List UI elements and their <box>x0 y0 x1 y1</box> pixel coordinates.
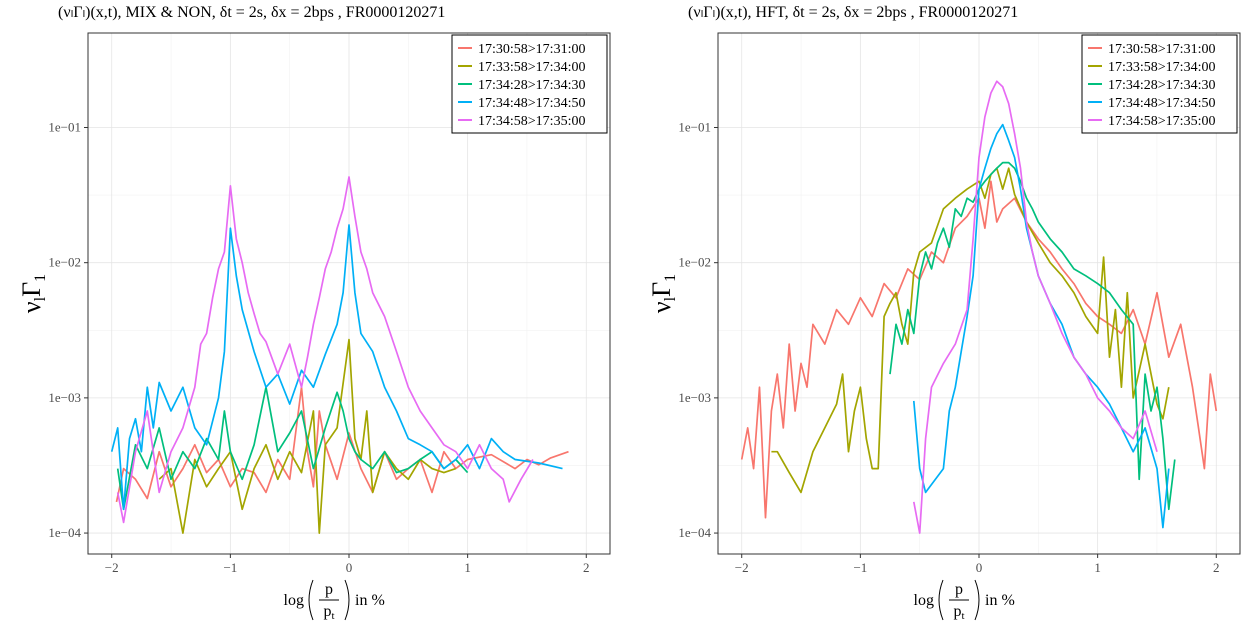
chart-svg: −2 −1 0 1 2 1e−04 1e−03 1e−02 1e−01 νlΓ1 log p pt in … <box>647 32 1241 622</box>
x-axis-label: log p pt in % <box>914 579 1015 622</box>
legend-label: 17:34:58>17:35:00 <box>1108 114 1215 129</box>
chart-title: (νₗΓₗ)(x,t), HFT, δt = 2s, δx = 2bps , F… <box>688 4 1019 21</box>
x-axis-label-log: log <box>914 592 934 609</box>
x-tick-label: −2 <box>105 560 119 575</box>
x-tick-label: 2 <box>583 560 590 575</box>
x-axis-label: log p pt in % <box>284 579 385 622</box>
series-line-1 <box>115 386 569 503</box>
chart-svg: −2 −1 0 1 2 1e−04 1e−03 1e−02 1e−01 νlΓ1 log p pt in … <box>17 32 611 622</box>
x-axis-label-numerator: p <box>325 581 333 598</box>
x-axis-label-paren <box>974 579 980 621</box>
x-tick-label: −1 <box>853 560 867 575</box>
series-line-3 <box>889 161 1176 511</box>
x-axis-label-denominator: pt <box>323 603 334 622</box>
legend-label: 17:34:28>17:34:30 <box>1108 78 1215 93</box>
chart-panel-mix-non: (νₗΓₗ)(x,t), MIX & NON, δt = 2s, δx = 2b… <box>17 4 611 622</box>
legend-box <box>1081 34 1238 134</box>
y-axis-label: νlΓ1 <box>647 274 679 313</box>
legend-label: 17:30:58>17:31:00 <box>478 42 585 57</box>
x-tick-label: −2 <box>735 560 749 575</box>
x-axis-label-unit: in % <box>355 592 385 609</box>
chart-panel-hft: (νₗΓₗ)(x,t), HFT, δt = 2s, δx = 2bps , F… <box>630 0 1260 624</box>
x-axis-label-paren <box>344 579 350 621</box>
series-line-3 <box>116 386 469 511</box>
chart-title: (νₗΓₗ)(x,t), MIX & NON, δt = 2s, δx = 2b… <box>58 4 446 21</box>
legend-label: 17:34:58>17:35:00 <box>478 114 585 129</box>
y-axis-label: νlΓ1 <box>17 274 49 313</box>
legend-label: 17:33:58>17:34:00 <box>478 60 585 75</box>
x-tick-label: 1 <box>464 560 471 575</box>
legend-label: 17:34:48>17:34:50 <box>478 96 585 111</box>
series-group <box>110 176 569 534</box>
x-axis-label-unit: in % <box>985 592 1015 609</box>
legend-label: 17:34:48>17:34:50 <box>1108 96 1215 111</box>
y-tick-label: 1e−04 <box>48 525 81 540</box>
y-tick-label: 1e−03 <box>48 390 81 405</box>
x-tick-label: 0 <box>976 560 983 575</box>
x-tick-label: 1 <box>1094 560 1101 575</box>
x-tick-label: 0 <box>346 560 353 575</box>
series-line-2 <box>771 167 1170 494</box>
series-group <box>740 80 1218 534</box>
legend-label: 17:34:28>17:34:30 <box>478 78 585 93</box>
legend-label: 17:33:58>17:34:00 <box>1108 60 1215 75</box>
legend-box <box>451 34 608 134</box>
y-tick-label: 1e−01 <box>48 119 81 134</box>
y-tick-label: 1e−03 <box>678 390 711 405</box>
x-axis-label-log: log <box>284 592 304 609</box>
y-tick-label: 1e−02 <box>48 255 81 270</box>
legend-label: 17:30:58>17:31:00 <box>1108 42 1215 57</box>
series-line-1 <box>740 180 1218 519</box>
x-axis-label-denominator: pt <box>953 603 964 622</box>
series-line-4 <box>912 123 1170 529</box>
x-tick-label: 2 <box>1213 560 1220 575</box>
x-axis-label-paren <box>938 579 944 621</box>
y-tick-label: 1e−02 <box>678 255 711 270</box>
series-line-5 <box>116 176 534 524</box>
series-line-2 <box>158 338 457 534</box>
y-tick-label: 1e−01 <box>678 119 711 134</box>
x-axis-label-numerator: p <box>955 581 963 598</box>
series-line-5 <box>912 80 1158 534</box>
x-tick-label: −1 <box>223 560 237 575</box>
y-tick-label: 1e−04 <box>678 525 711 540</box>
series-line-4 <box>110 224 563 511</box>
x-axis-label-paren <box>308 579 314 621</box>
